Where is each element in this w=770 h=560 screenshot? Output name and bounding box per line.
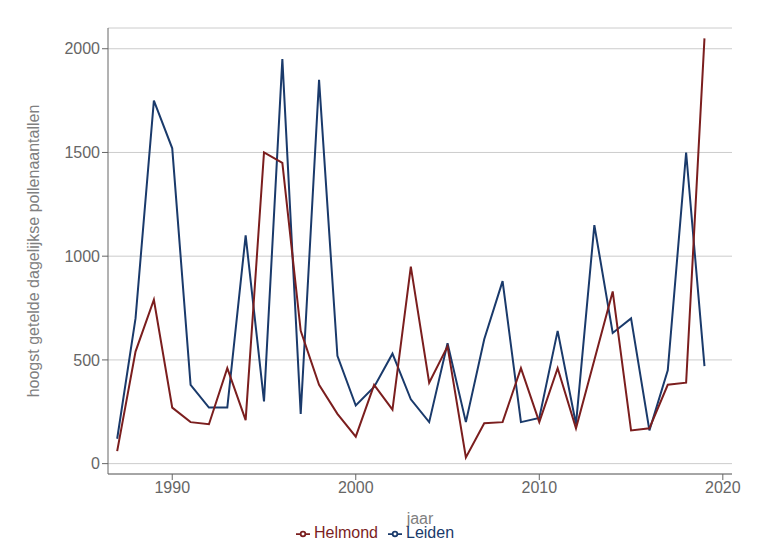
html-text:Leiden: Leiden bbox=[406, 524, 454, 541]
svg-text:2000: 2000 bbox=[338, 479, 374, 496]
svg-text:1500: 1500 bbox=[64, 144, 100, 161]
svg-text:1000: 1000 bbox=[64, 248, 100, 265]
svg-text:2010: 2010 bbox=[521, 479, 557, 496]
svg-text:2020: 2020 bbox=[705, 479, 741, 496]
svg-text:hoogst getelde dagelijkse poll: hoogst getelde dagelijkse pollenaantalle… bbox=[25, 105, 42, 398]
svg-text:500: 500 bbox=[73, 352, 100, 369]
svg-text:0: 0 bbox=[91, 455, 100, 472]
svg-text:jaar: jaar bbox=[406, 510, 434, 527]
html-text:Helmond: Helmond bbox=[314, 524, 378, 541]
svg-text:2000: 2000 bbox=[64, 40, 100, 57]
svg-text:1990: 1990 bbox=[154, 479, 190, 496]
